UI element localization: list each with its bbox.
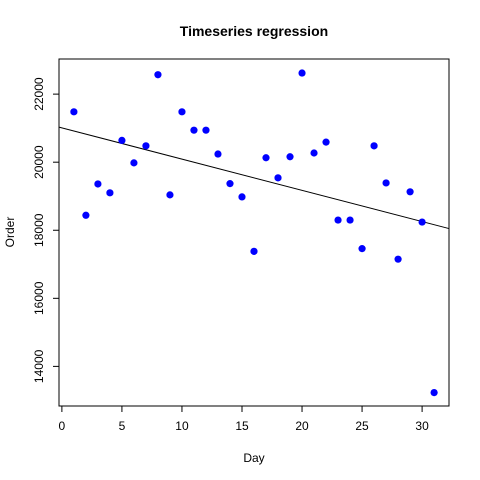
data-point (250, 247, 258, 255)
y-tick-label: 22000 (32, 77, 46, 111)
data-point (430, 388, 438, 397)
data-point (106, 189, 114, 197)
regression-layer (58, 126, 450, 230)
y-axis: 14000 16000 18000 20000 22000 (32, 77, 60, 383)
y-tick-label: 20000 (32, 145, 46, 179)
data-point (70, 108, 78, 116)
data-point (154, 71, 162, 79)
x-axis-label: Day (243, 451, 264, 465)
x-axis: 0 5 10 15 20 25 30 (59, 405, 429, 433)
x-tick-label: 10 (175, 419, 189, 433)
data-point (178, 108, 186, 116)
y-tick-label: 14000 (32, 349, 46, 383)
data-point (298, 69, 306, 77)
data-point (226, 180, 234, 188)
x-tick-label: 5 (119, 419, 126, 433)
chart-title: Timeseries regression (180, 23, 328, 39)
data-point (406, 188, 414, 196)
data-point (286, 153, 294, 161)
data-point (418, 218, 426, 226)
data-point (202, 126, 210, 134)
regression-line (58, 126, 450, 230)
data-point (82, 211, 90, 219)
x-tick-label: 30 (415, 419, 429, 433)
data-point (166, 191, 174, 199)
data-point (370, 142, 378, 150)
x-tick-label: 15 (235, 419, 249, 433)
y-axis-label: Order (3, 217, 17, 248)
data-point (214, 150, 222, 158)
data-point (190, 126, 198, 134)
data-point (262, 154, 270, 162)
x-tick-label: 25 (355, 419, 369, 433)
data-point (382, 179, 390, 187)
data-point (142, 142, 150, 150)
data-point (322, 138, 330, 146)
x-tick-label: 0 (59, 419, 66, 433)
x-tick-label: 20 (295, 419, 309, 433)
data-point (118, 136, 126, 145)
data-point (358, 245, 366, 253)
data-point (130, 159, 138, 167)
data-point (94, 180, 102, 188)
y-tick-label: 16000 (32, 281, 46, 315)
data-point (274, 174, 282, 182)
y-tick-label: 18000 (32, 213, 46, 247)
points-layer (70, 69, 438, 397)
data-point (394, 255, 402, 263)
data-point (310, 149, 318, 157)
data-point (346, 216, 354, 224)
data-point (238, 193, 246, 201)
data-point (334, 216, 342, 224)
